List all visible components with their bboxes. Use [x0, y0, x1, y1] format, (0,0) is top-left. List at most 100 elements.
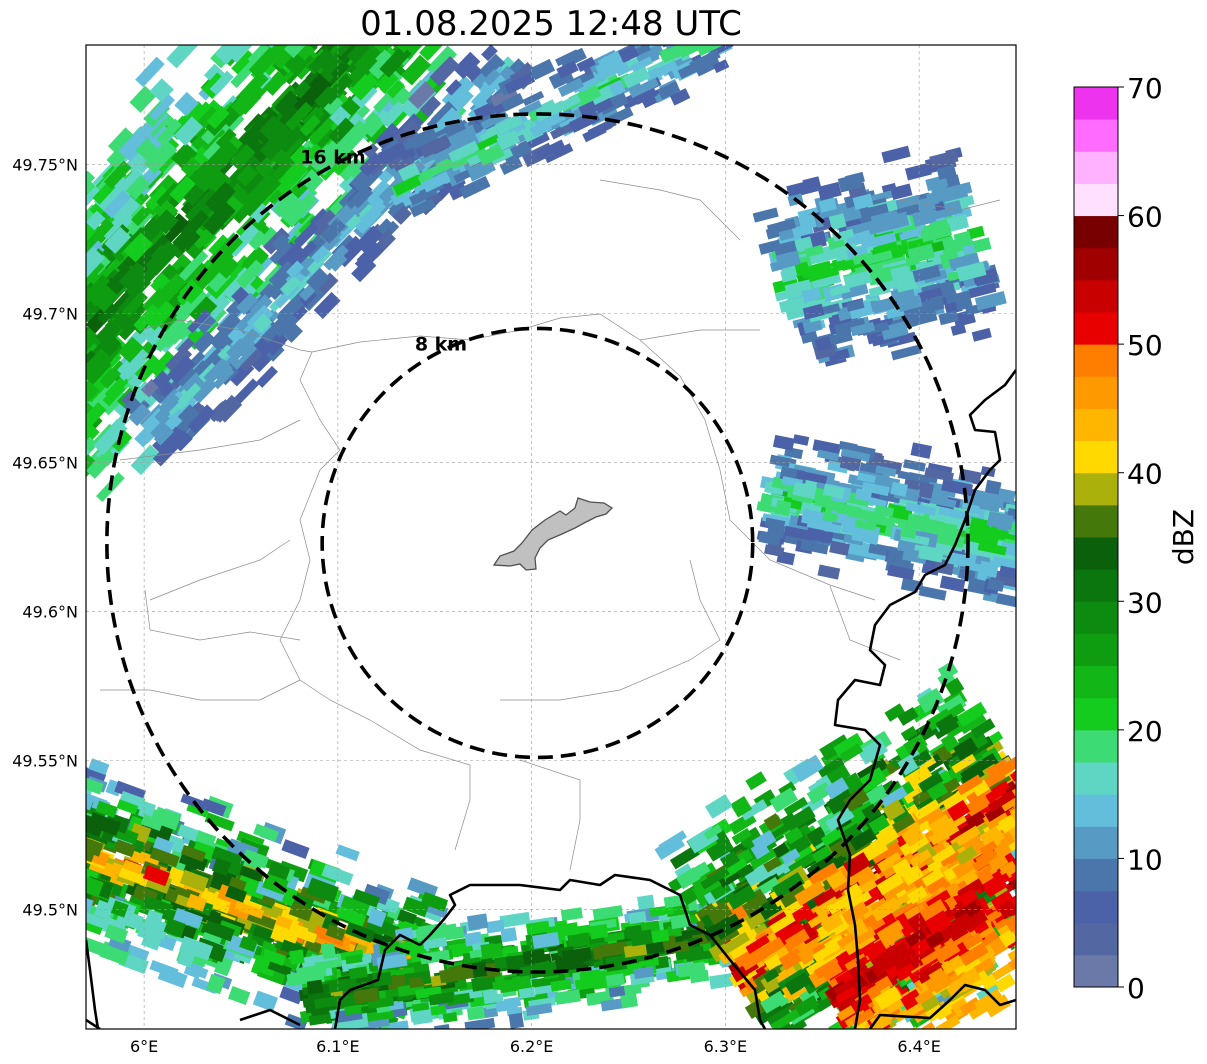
echo-cell — [601, 51, 622, 70]
echo-cell — [0, 324, 9, 357]
echo-cell — [684, 861, 711, 884]
echo-cell — [900, 577, 920, 593]
echo-cell — [43, 797, 66, 815]
echo-cell — [381, 0, 405, 24]
echo-cell — [1028, 934, 1048, 953]
echo-cell — [225, 45, 261, 63]
echo-cell — [0, 353, 28, 388]
echo-cell — [772, 842, 790, 859]
echo-cell — [654, 60, 678, 78]
echo-cell — [14, 392, 48, 427]
echo-cell — [462, 61, 482, 81]
echo-cell — [0, 364, 4, 383]
echo-cell — [386, 80, 406, 100]
echo-cell — [288, 901, 314, 922]
echo-cell — [45, 873, 68, 891]
echo-cell — [471, 975, 497, 992]
echo-cell — [226, 338, 250, 362]
echo-cell — [854, 867, 877, 888]
echo-cell — [377, 141, 408, 165]
echo-cell — [871, 297, 895, 314]
echo-cell — [339, 0, 362, 19]
echo-cell — [779, 884, 808, 908]
echo-cell — [104, 226, 132, 254]
echo-cell — [501, 93, 525, 112]
echo-cell — [309, 243, 330, 264]
echo-cell — [658, 830, 687, 853]
echo-cell — [817, 564, 841, 580]
echo-cell — [874, 190, 895, 202]
echo-cell — [1029, 934, 1057, 956]
echo-cell — [812, 1034, 840, 1056]
echo-cell — [309, 208, 330, 228]
echo-cell — [225, 885, 247, 903]
echo-cell — [118, 336, 144, 363]
echo-cell — [891, 858, 913, 879]
echo-cell — [354, 248, 377, 271]
echo-cell — [51, 786, 75, 804]
echo-cell — [116, 799, 139, 815]
echo-cell — [336, 120, 371, 156]
echo-cell — [49, 361, 79, 391]
echo-cell — [46, 810, 70, 826]
echo-cell — [744, 888, 768, 912]
echo-cell — [1020, 898, 1043, 917]
echo-cell — [1020, 514, 1042, 531]
echo-cell — [839, 455, 862, 472]
echo-cell — [707, 839, 735, 862]
echo-cell — [833, 732, 864, 759]
echo-cell — [917, 548, 944, 563]
echo-cell — [522, 948, 546, 965]
echo-cell — [840, 448, 871, 462]
echo-cell — [824, 1039, 843, 1058]
echo-cell — [1020, 934, 1045, 957]
echo-cell — [211, 0, 241, 11]
echo-cell — [346, 45, 373, 67]
echo-cell — [409, 198, 436, 218]
echo-cell — [376, 218, 393, 235]
echo-cell — [851, 993, 873, 1012]
echo-cell — [143, 139, 178, 175]
echo-cell — [166, 45, 200, 69]
echo-cell — [86, 210, 106, 231]
echo-cell — [1024, 919, 1045, 938]
echo-cell — [749, 848, 777, 870]
echo-cell — [860, 878, 878, 894]
echo-cell — [751, 829, 777, 852]
echo-cell — [129, 85, 157, 113]
echo-cell — [769, 913, 796, 934]
echo-cell — [39, 799, 65, 819]
echo-cell — [158, 388, 176, 407]
echo-cell — [0, 324, 17, 355]
echo-cell — [838, 1032, 857, 1050]
echo-cell — [760, 990, 787, 1014]
echo-cell — [909, 849, 932, 868]
echo-cell — [1020, 857, 1053, 884]
echo-cell — [894, 1004, 917, 1023]
echo-cell — [126, 893, 155, 916]
echo-cell — [336, 0, 365, 12]
echo-cell — [695, 45, 725, 57]
echo-cell — [338, 0, 365, 17]
echo-cell — [152, 370, 172, 390]
echo-cell — [672, 15, 704, 38]
echo-cell — [951, 754, 977, 774]
echo-cell — [704, 794, 733, 819]
echo-cell — [1017, 542, 1035, 553]
echo-cell — [215, 128, 237, 150]
echo-cell — [86, 436, 99, 462]
echo-cell — [953, 737, 979, 761]
echo-cell — [198, 889, 233, 914]
echo-cell — [8, 872, 33, 888]
echo-cell — [86, 170, 96, 192]
echo-cell — [208, 0, 241, 34]
echo-cell — [956, 774, 983, 796]
echo-cell — [940, 954, 965, 975]
echo-cell — [26, 270, 61, 306]
echo-cell — [655, 22, 686, 43]
echo-cell — [890, 194, 921, 211]
echo-cell — [859, 1036, 876, 1053]
echo-cell — [419, 95, 442, 118]
echo-cell — [122, 291, 148, 318]
echo-cell — [593, 118, 617, 135]
